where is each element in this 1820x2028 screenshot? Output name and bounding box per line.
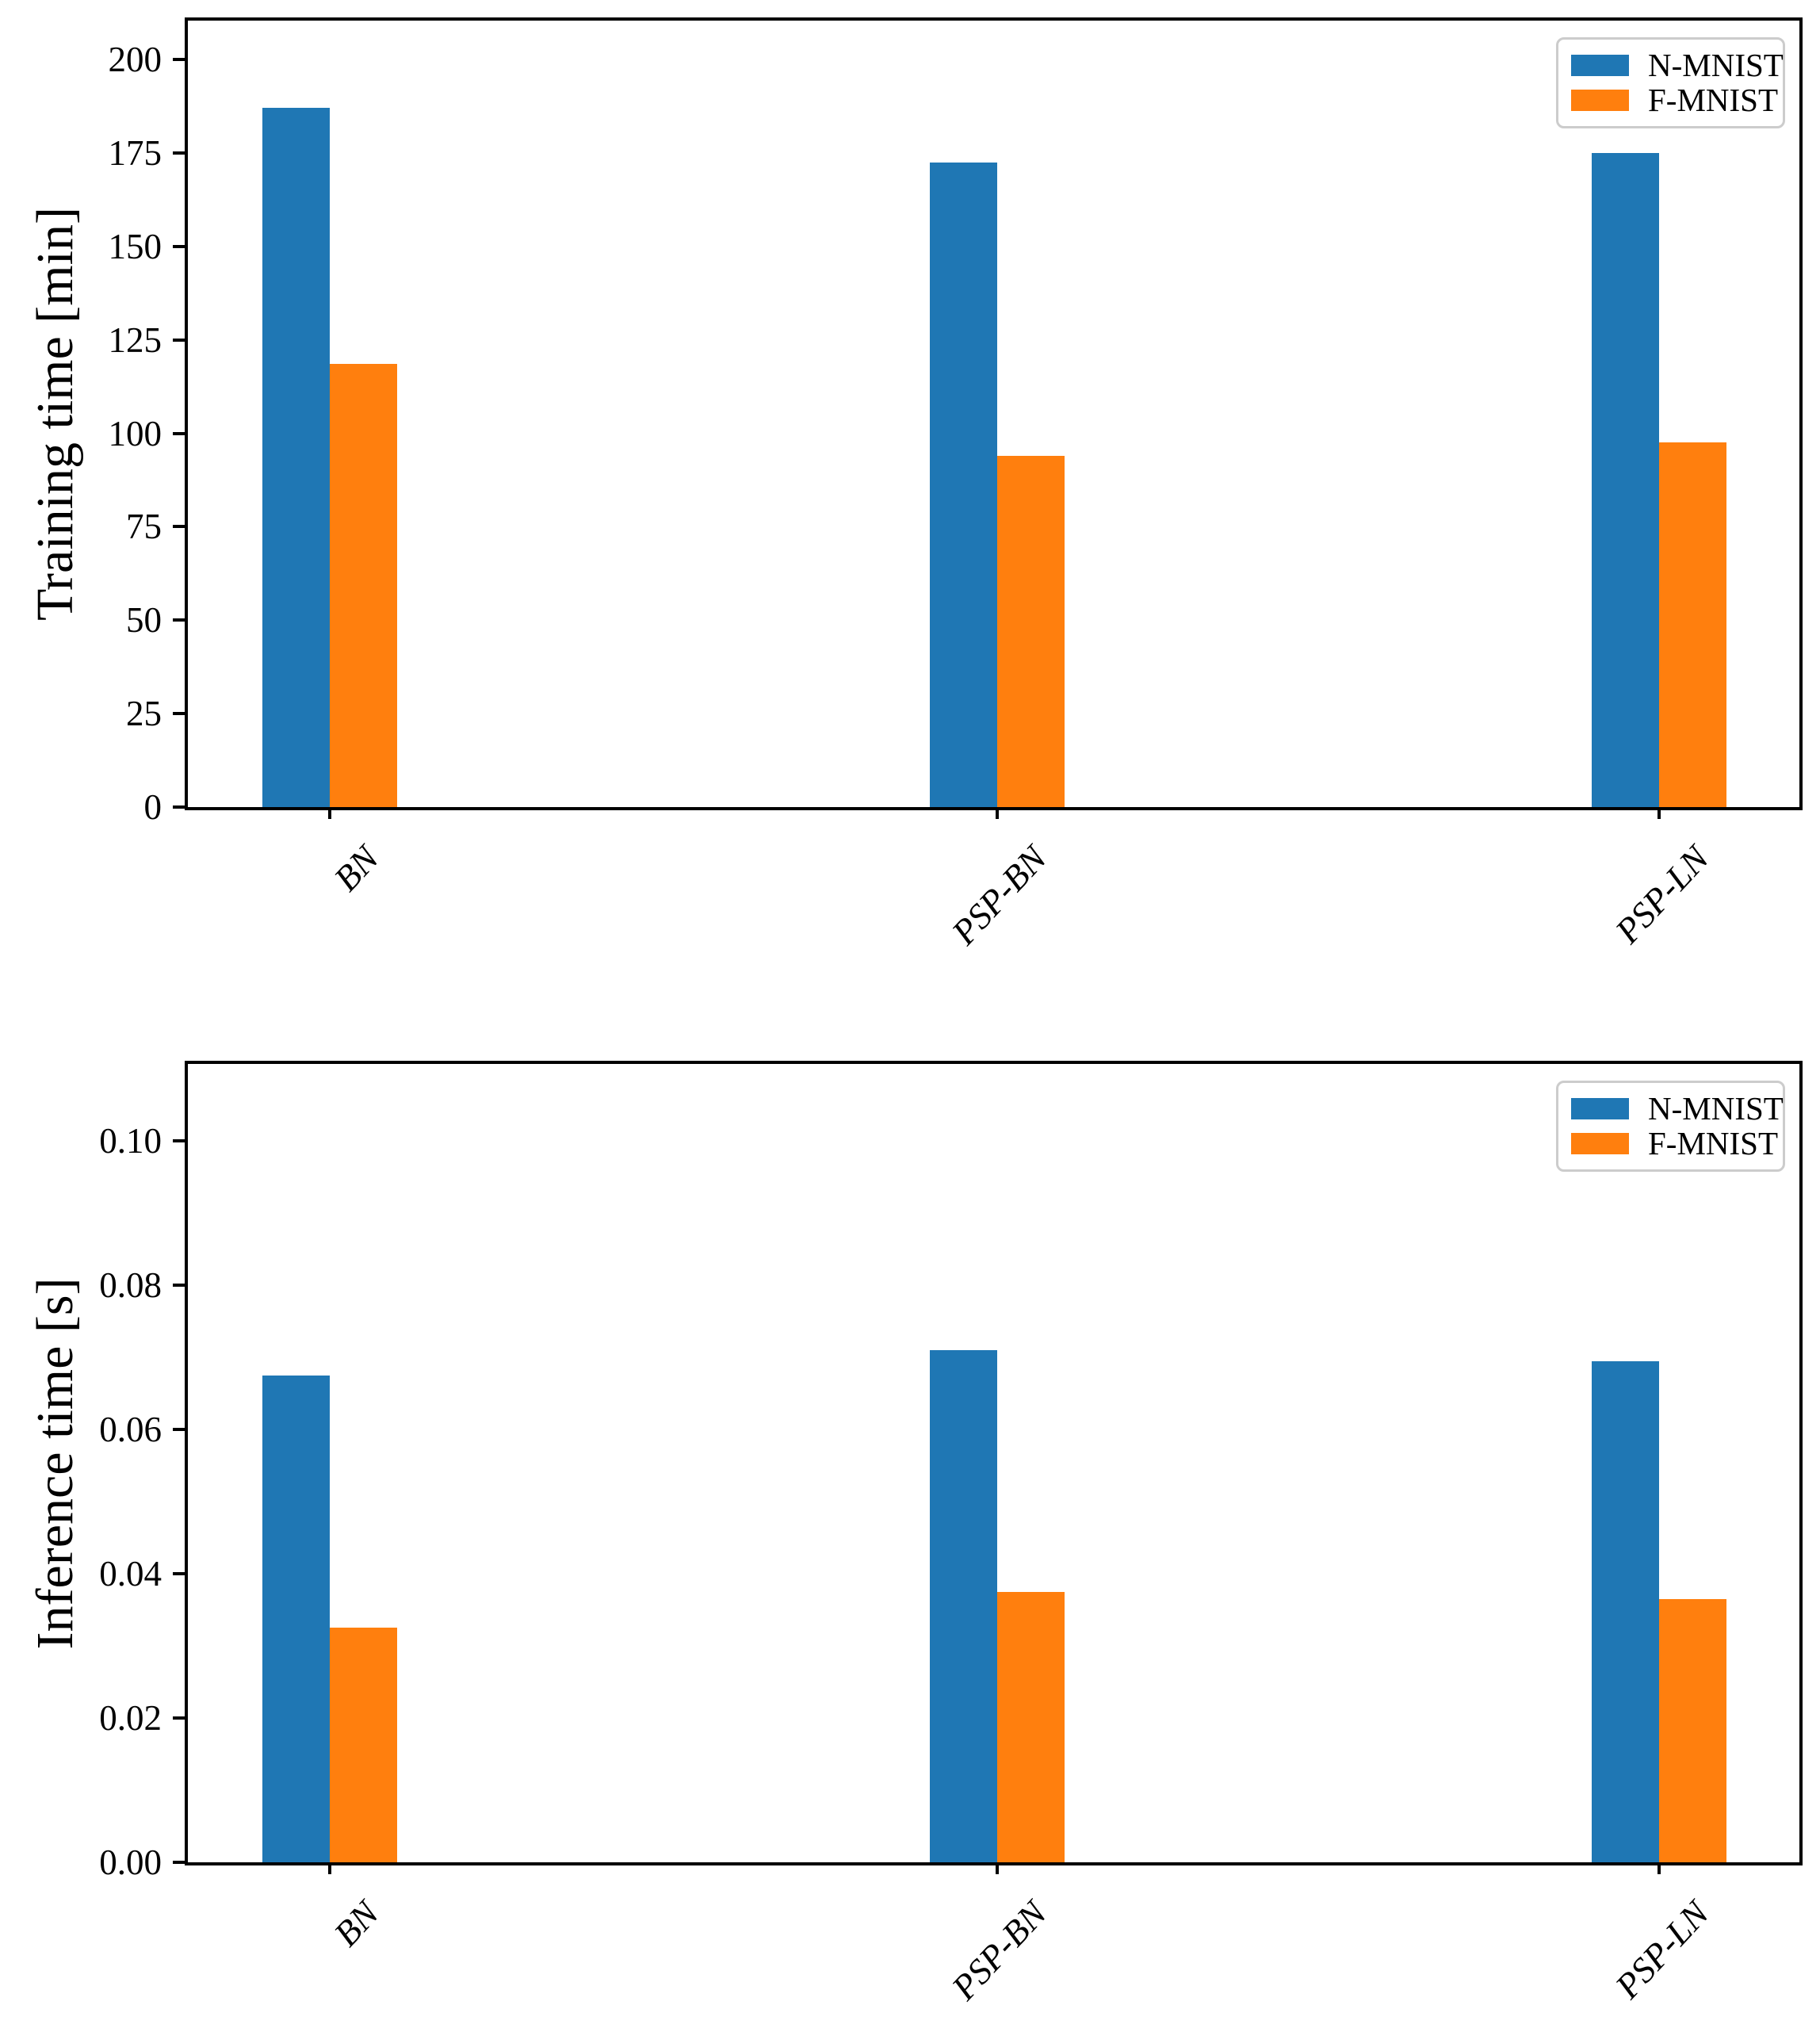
- y-tick-mark: [173, 1428, 185, 1432]
- y-tick-label: 25: [126, 694, 162, 734]
- y-tick-mark: [173, 338, 185, 342]
- bar-f-mnist: [997, 456, 1065, 807]
- y-tick-label: 0.04: [99, 1554, 162, 1594]
- bar-f-mnist: [330, 1628, 397, 1862]
- legend-item: N-MNIST: [1571, 1092, 1784, 1125]
- x-tick-label: BN: [326, 1893, 387, 1954]
- legend-item: F-MNIST: [1571, 1127, 1778, 1160]
- bar-f-mnist: [330, 364, 397, 807]
- y-tick-mark: [173, 525, 185, 529]
- legend-item: F-MNIST: [1571, 84, 1778, 117]
- y-tick-mark: [173, 1284, 185, 1288]
- bar-n-mnist: [1592, 1361, 1659, 1862]
- y-tick-label: 175: [108, 132, 162, 173]
- legend-label: N-MNIST: [1648, 46, 1784, 83]
- y-tick-mark: [173, 805, 185, 809]
- x-tick-mark: [995, 807, 999, 819]
- y-tick-label: 0.06: [99, 1410, 162, 1450]
- y-tick-mark: [173, 1861, 185, 1864]
- y-tick-label: 100: [108, 413, 162, 453]
- x-tick-mark: [1658, 1862, 1661, 1874]
- y-tick-label: 0.08: [99, 1265, 162, 1306]
- legend-label: F-MNIST: [1648, 82, 1779, 119]
- bar-f-mnist: [1659, 1599, 1726, 1862]
- x-tick-label: PSP-BN: [943, 1893, 1054, 2008]
- y-tick-label: 200: [108, 40, 162, 80]
- bar-n-mnist: [262, 108, 330, 807]
- legend-item: N-MNIST: [1571, 48, 1784, 82]
- bar-n-mnist: [930, 163, 997, 807]
- y-tick-mark: [173, 151, 185, 155]
- y-tick-label: 0.02: [99, 1698, 162, 1739]
- y-tick-label: 0: [143, 787, 162, 827]
- y-tick-label: 75: [126, 507, 162, 547]
- legend-swatch-f-mnist: [1571, 1133, 1629, 1155]
- y-tick-mark: [173, 1716, 185, 1720]
- y-tick-mark: [173, 618, 185, 622]
- legend-swatch-f-mnist: [1571, 90, 1629, 112]
- legend-label: N-MNIST: [1648, 1089, 1784, 1127]
- plot-area: [185, 1061, 1803, 1865]
- legend-swatch-n-mnist: [1571, 54, 1629, 76]
- x-tick-mark: [995, 1862, 999, 1874]
- bar-f-mnist: [997, 1592, 1065, 1862]
- x-tick-mark: [327, 1862, 331, 1874]
- y-tick-mark: [173, 58, 185, 62]
- y-axis-label: Inference time [s]: [26, 1276, 84, 1650]
- legend: N-MNIST F-MNIST: [1556, 37, 1785, 128]
- y-tick-label: 0.00: [99, 1842, 162, 1882]
- y-tick-label: 150: [108, 226, 162, 266]
- y-tick-mark: [173, 244, 185, 248]
- x-tick-mark: [1658, 807, 1661, 819]
- legend: N-MNIST F-MNIST: [1556, 1081, 1785, 1172]
- y-tick-mark: [173, 712, 185, 716]
- y-tick-label: 0.10: [99, 1121, 162, 1161]
- x-tick-mark: [327, 807, 331, 819]
- bar-f-mnist: [1659, 442, 1726, 807]
- bar-n-mnist: [262, 1376, 330, 1862]
- y-tick-label: 50: [126, 600, 162, 641]
- y-tick-mark: [173, 431, 185, 435]
- y-tick-mark: [173, 1139, 185, 1143]
- y-tick-label: 125: [108, 320, 162, 360]
- y-tick-mark: [173, 1572, 185, 1576]
- legend-label: F-MNIST: [1648, 1125, 1779, 1162]
- legend-swatch-n-mnist: [1571, 1097, 1629, 1119]
- x-tick-label: PSP-LN: [1607, 1893, 1716, 2007]
- bar-n-mnist: [930, 1350, 997, 1862]
- bar-n-mnist: [1592, 153, 1659, 807]
- plot-area: [185, 17, 1803, 810]
